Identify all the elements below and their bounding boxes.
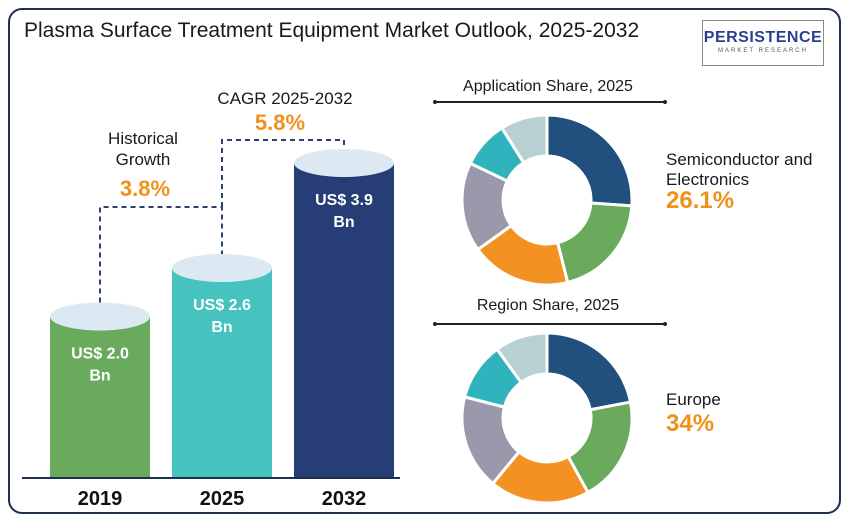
- rule-dot: [663, 100, 667, 104]
- year-label-2032: 2032: [322, 488, 367, 510]
- bar-chart: US$ 2.0 Bn 2019 US$ 2.6 Bn 2025 US$ 3.9 Bn 2032: [22, 139, 400, 510]
- cagr-value: 5.8%: [254, 110, 306, 135]
- logo-text: PERSISTENCE: [703, 29, 823, 46]
- bar-value-unit: Bn: [211, 319, 232, 336]
- historical-growth-value: 3.8%: [119, 176, 171, 201]
- bar-cap: [172, 254, 272, 282]
- bar-body: [50, 316, 150, 478]
- bar-2025: US$ 2.6 Bn: [172, 254, 272, 478]
- brand-logo: PERSISTENCE MARKET RESEARCH: [702, 20, 824, 66]
- year-label-2019: 2019: [78, 488, 123, 510]
- donut-slice: [545, 113, 634, 208]
- cagr-connector: [221, 139, 345, 207]
- donut-slice: [494, 331, 549, 385]
- bar-body: [294, 163, 394, 478]
- rule-dot: [663, 322, 667, 326]
- rule-dot: [433, 322, 437, 326]
- year-label-2025: 2025: [200, 488, 245, 510]
- bar-2032: US$ 3.9 Bn: [294, 149, 394, 478]
- bar-value-unit: Bn: [333, 214, 354, 231]
- application-share-title: Application Share, 2025: [463, 78, 633, 95]
- application-highlight-value: 26.1%: [666, 187, 735, 214]
- cagr-label: CAGR 2025-2032: [217, 89, 353, 108]
- donut-slice: [499, 113, 549, 165]
- logo-subtext: MARKET RESEARCH: [718, 48, 808, 54]
- bar-cap: [50, 302, 150, 331]
- region-share-title: Region Share, 2025: [476, 297, 620, 314]
- application-highlight-label: Semiconductor and Electronics: [666, 150, 813, 189]
- region-share-donut: [433, 322, 667, 505]
- bar-value-label: US$ 3.9: [315, 192, 373, 209]
- bar-body: [172, 268, 272, 478]
- donut-slice: [555, 201, 634, 285]
- application-share-donut: [433, 100, 667, 287]
- historical-connector: [99, 206, 223, 303]
- donut-slice: [545, 331, 633, 412]
- chart-title: Plasma Surface Treatment Equipment Marke…: [24, 19, 640, 42]
- bar-value-unit: Bn: [89, 367, 110, 384]
- bar-2019: US$ 2.0 Bn: [50, 302, 150, 478]
- region-highlight-label: Europe: [666, 390, 721, 409]
- bar-value-label: US$ 2.0: [71, 345, 129, 362]
- rule-dot: [433, 100, 437, 104]
- bar-value-label: US$ 2.6: [193, 297, 251, 314]
- historical-growth-label: Historical Growth: [108, 129, 178, 169]
- bar-cap: [294, 149, 394, 177]
- region-highlight-value: 34%: [666, 410, 715, 437]
